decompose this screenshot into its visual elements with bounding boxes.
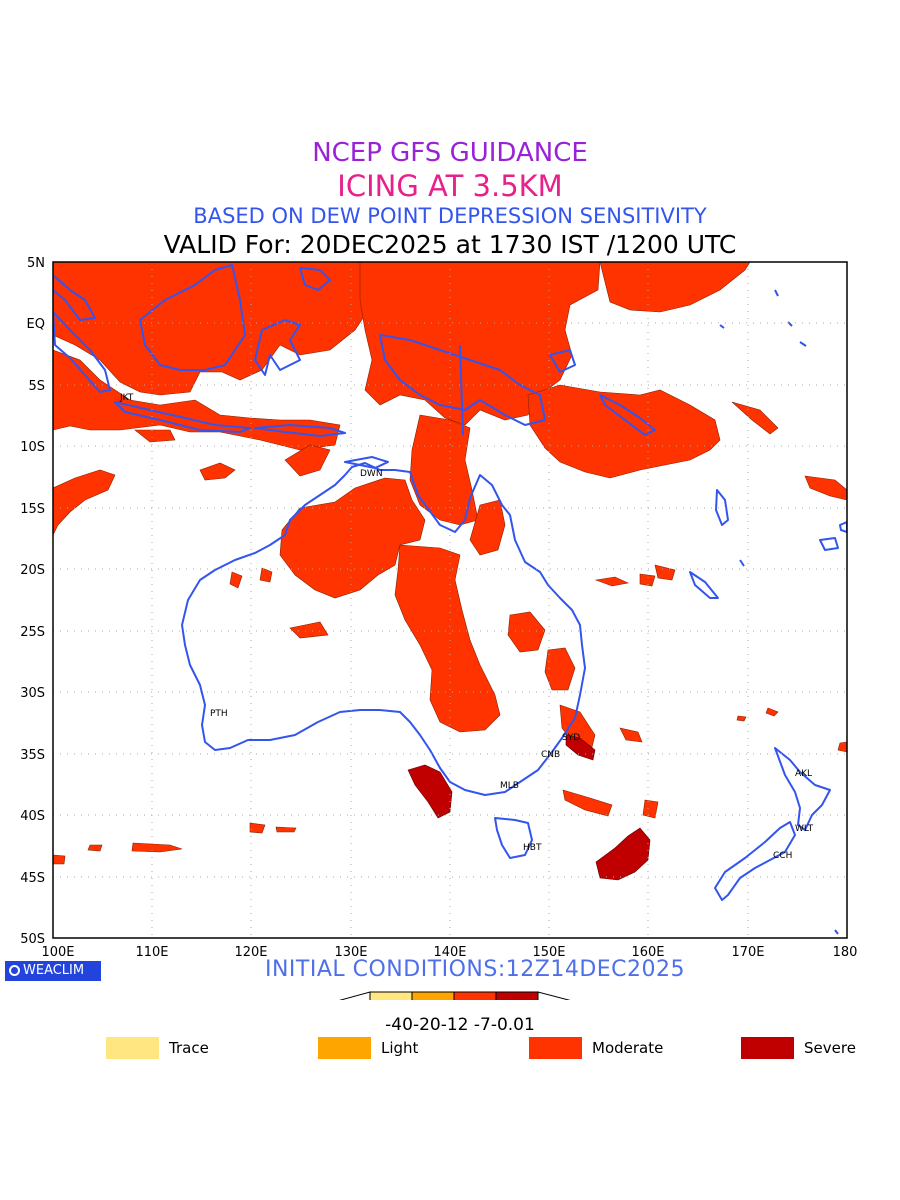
badge-text: WEACLIM (23, 963, 85, 978)
colorbar-trace (369, 991, 413, 1000)
lat-label: 25S (20, 625, 45, 640)
colorbar-left-arrow (339, 991, 371, 1000)
title-line-4: VALID For: 20DEC2025 at 1730 IST /1200 U… (163, 230, 737, 259)
city-label-pth: PTH (210, 709, 228, 719)
title-line-2: ICING AT 3.5KM (337, 169, 563, 203)
legend-light: Light (318, 1037, 498, 1059)
lon-label: 120E (234, 945, 267, 960)
colorbar-ticks: -40-20-12 -7-0.01 (385, 1015, 535, 1035)
colorbar-right-arrow (537, 991, 571, 1000)
colorbar-moderate (453, 991, 497, 1000)
nz-south-coast (714, 821, 796, 901)
legend-label: Light (381, 1039, 419, 1057)
colorbar (339, 991, 571, 1000)
city-label-dwn: DWN (360, 469, 383, 479)
city-label-cch: CCH (773, 851, 792, 861)
lat-label: 20S (20, 563, 45, 578)
australia-coast (181, 462, 586, 796)
lat-labels: 5N EQ 5S 10S 15S 20S 25S 30S 35S 40S 45S… (20, 256, 45, 947)
legend-swatch (106, 1037, 159, 1059)
icing-map: 5N EQ 5S 10S 15S 20S 25S 30S 35S 40S 45S… (20, 256, 857, 1000)
grid-lines (53, 262, 847, 938)
lat-label: 10S (20, 440, 45, 455)
colorbar-severe (495, 991, 539, 1000)
lat-label: 45S (20, 871, 45, 886)
lon-label: 100E (41, 945, 74, 960)
lat-label: 50S (20, 932, 45, 947)
city-label-wlt: WLT (795, 824, 814, 834)
lon-label: 180 (833, 945, 858, 960)
severe-icing-areas (407, 734, 651, 881)
legend-label: Severe (804, 1039, 856, 1057)
city-label-hbt: HBT (523, 843, 542, 853)
lat-label: EQ (27, 317, 45, 332)
moderate-icing-areas (53, 262, 847, 865)
lat-label: 15S (20, 502, 45, 517)
city-label-jkt: JKT (119, 393, 134, 403)
lon-label: 140E (433, 945, 466, 960)
map-frame (52, 261, 848, 939)
lon-label: 170E (731, 945, 764, 960)
legend-swatch (529, 1037, 582, 1059)
lat-label: 5S (28, 379, 45, 394)
title-line-3: BASED ON DEW POINT DEPRESSION SENSITIVIT… (193, 204, 707, 228)
legend-moderate: Moderate (529, 1037, 709, 1059)
city-label-cnb: CNB (541, 750, 560, 760)
colorbar-light (411, 991, 455, 1000)
lat-label: 35S (20, 748, 45, 763)
weaclim-badge: WEACLIM (5, 961, 101, 981)
lon-label: 160E (631, 945, 664, 960)
legend-trace: Trace (106, 1037, 286, 1059)
legend-severe: Severe (741, 1037, 891, 1059)
title-line-1: NCEP GFS GUIDANCE (312, 138, 588, 168)
initial-conditions: INITIAL CONDITIONS:12Z14DEC2025 (264, 957, 686, 982)
city-labels: JKT DWN PTH SYD CNB MLB HBT AKL WLT CCH (119, 393, 814, 861)
lat-label: 30S (20, 686, 45, 701)
lat-label: 40S (20, 809, 45, 824)
legend-swatch (318, 1037, 371, 1059)
logo-ring-icon (9, 965, 20, 976)
nz-north-coast (774, 747, 831, 831)
city-label-syd: SYD (562, 733, 580, 743)
lon-label: 110E (135, 945, 168, 960)
lon-labels: 100E 110E 120E 130E 140E 150E 160E 170E … (41, 945, 857, 960)
city-label-akl: AKL (795, 769, 812, 779)
legend-swatch (741, 1037, 794, 1059)
tasmania-coast (494, 817, 533, 859)
lon-label: 150E (532, 945, 565, 960)
lon-label: 130E (334, 945, 367, 960)
coastlines (53, 264, 847, 935)
lat-label: 5N (27, 256, 45, 271)
legend-label: Trace (169, 1039, 209, 1057)
legend-label: Moderate (592, 1039, 664, 1057)
city-label-mlb: MLB (500, 781, 519, 791)
